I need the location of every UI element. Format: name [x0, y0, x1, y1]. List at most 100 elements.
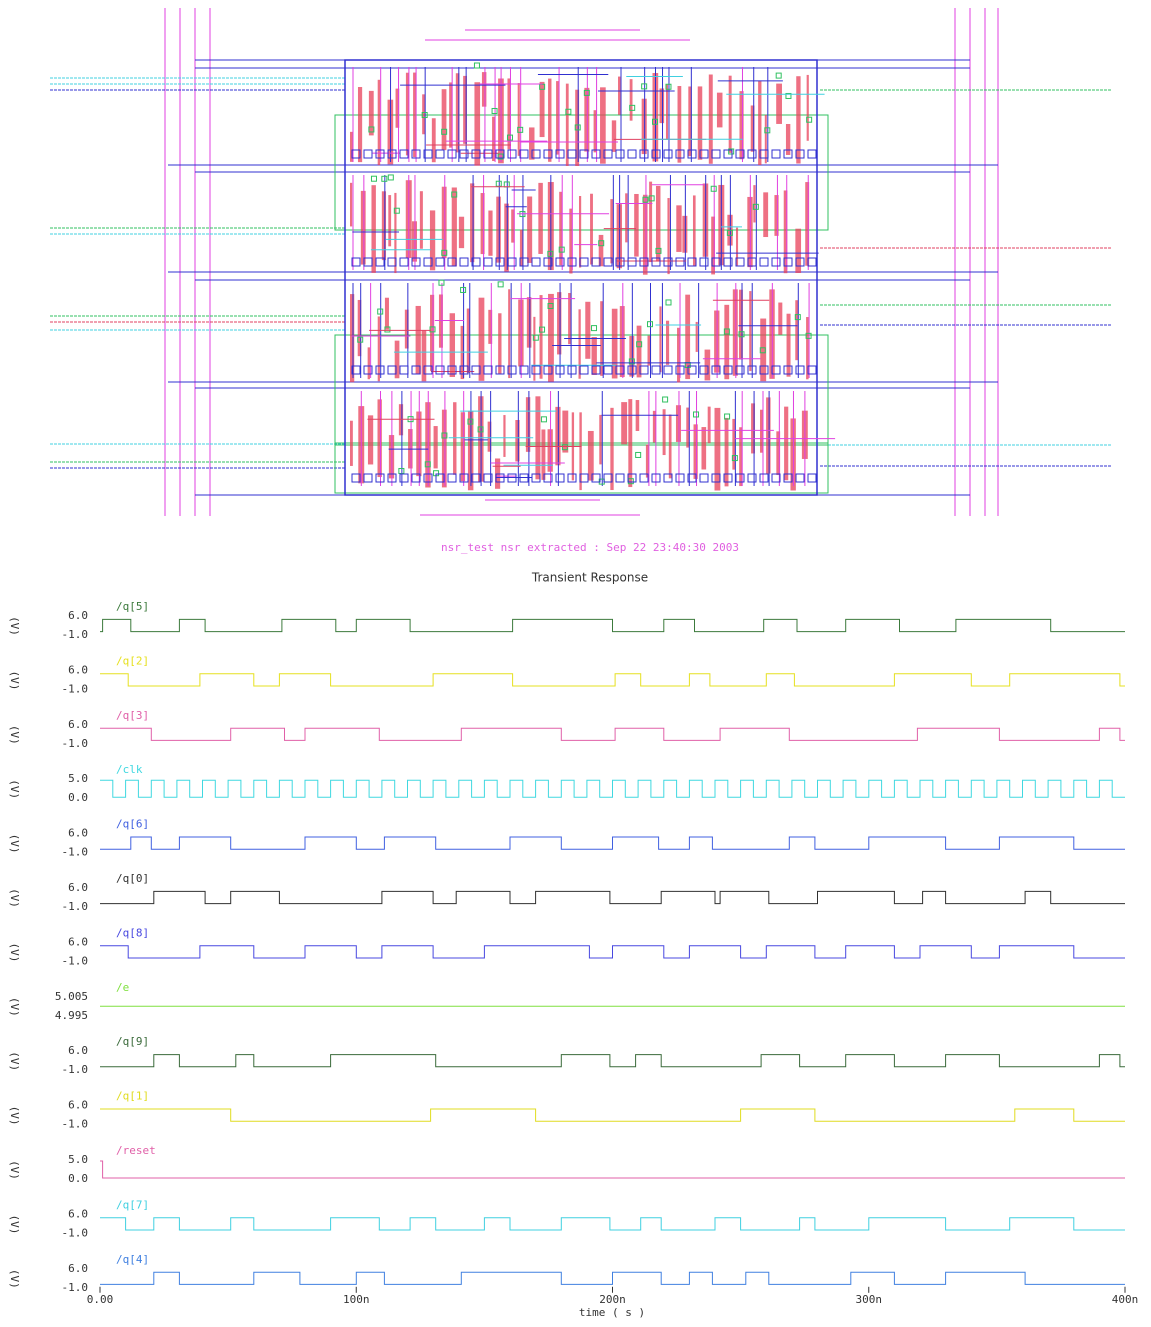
cell-tap — [460, 258, 468, 266]
diffusion — [492, 117, 495, 161]
diffusion — [753, 185, 755, 222]
legend-label: /q[5] — [116, 600, 149, 613]
y-axis-label: (V) — [8, 1269, 21, 1289]
diffusion — [637, 326, 642, 378]
diffusion — [498, 313, 501, 373]
diffusion — [538, 183, 542, 254]
y-tick-label: -1.0 — [62, 682, 89, 695]
y-tick-label: 5.0 — [68, 772, 88, 785]
cell-tap — [436, 150, 444, 158]
legend-label: /q[7] — [116, 1198, 149, 1211]
diffusion — [725, 418, 729, 486]
diffusion — [599, 415, 601, 464]
contact — [666, 300, 671, 305]
diffusion — [461, 412, 465, 481]
waveforms: (V)6.0-1.0/q[5](V)6.0-1.0/q[2](V)6.0-1.0… — [8, 600, 1138, 1319]
diffusion — [479, 298, 485, 381]
diffusion — [535, 396, 540, 479]
y-axis-label: (V) — [8, 1160, 21, 1180]
x-tick-label: 200n — [599, 1293, 626, 1306]
legend-label: /q[0] — [116, 872, 149, 885]
cell-tap — [772, 474, 780, 482]
cell-tap — [532, 366, 540, 374]
legend-label: /q[1] — [116, 1090, 149, 1103]
diffusion — [430, 295, 434, 371]
diffusion — [453, 402, 456, 475]
diffusion — [450, 313, 455, 377]
y-tick-label: -1.0 — [62, 1118, 89, 1131]
x-tick-label: 0.00 — [87, 1293, 114, 1306]
contact — [541, 417, 546, 422]
diffusion — [350, 183, 352, 227]
cell-tap — [520, 474, 528, 482]
diffusion — [649, 182, 652, 262]
cell-tap — [508, 258, 516, 266]
cell-tap — [484, 258, 492, 266]
y-tick-label: 6.0 — [68, 1207, 88, 1220]
diffusion — [430, 210, 435, 270]
cell-tap — [508, 150, 516, 158]
diffusion — [378, 316, 380, 381]
diffusion — [368, 415, 373, 464]
legend-label: /q[2] — [116, 654, 149, 667]
diffusion — [533, 317, 535, 381]
diffusion — [733, 289, 738, 375]
cell-tap — [376, 366, 384, 374]
cell-tap — [568, 150, 576, 158]
cell-tap — [760, 474, 768, 482]
diffusion — [646, 445, 649, 478]
legend-label: /clk — [116, 763, 143, 776]
legend-label: /q[9] — [116, 1035, 149, 1048]
diffusion — [774, 195, 778, 236]
diffusion — [568, 293, 571, 344]
diffusion — [766, 397, 770, 473]
diffusion — [663, 409, 666, 455]
cell-tap — [772, 150, 780, 158]
y-axis-label: (V) — [8, 1214, 21, 1234]
y-tick-label: -1.0 — [62, 628, 89, 641]
cell-tap — [628, 258, 636, 266]
cell-tap — [448, 474, 456, 482]
cell-tap — [628, 150, 636, 158]
waveform — [100, 619, 1125, 631]
diffusion — [527, 196, 532, 262]
y-tick-label: -1.0 — [62, 1063, 89, 1076]
cell-tap — [436, 366, 444, 374]
waveform — [100, 674, 1125, 686]
y-axis-label: (V) — [8, 942, 21, 962]
cell-tap — [520, 150, 528, 158]
legend-label: /q[3] — [116, 709, 149, 722]
diffusion — [621, 402, 627, 444]
y-tick-label: 6.0 — [68, 609, 88, 622]
diffusion — [540, 82, 545, 137]
diffusion — [686, 408, 689, 448]
diffusion — [434, 426, 438, 468]
diffusion — [787, 314, 791, 377]
contact — [388, 175, 393, 180]
diffusion — [467, 309, 470, 374]
diffusion — [765, 115, 767, 163]
diffusion — [701, 427, 706, 469]
cell-tap — [580, 258, 588, 266]
diffusion — [739, 91, 743, 159]
diffusion — [459, 217, 464, 248]
diffusion — [763, 192, 768, 237]
diffusion — [588, 431, 594, 481]
diffusion — [350, 421, 353, 466]
diffusion — [660, 88, 665, 123]
diffusion — [420, 191, 423, 249]
diffusion — [388, 195, 391, 246]
cell-tap — [796, 366, 804, 374]
cell-tap — [400, 258, 408, 266]
diffusion — [666, 85, 668, 140]
waveform — [100, 837, 1125, 849]
waveform — [100, 728, 1125, 740]
legend-label: /reset — [116, 1144, 156, 1157]
contact — [498, 282, 503, 287]
diffusion — [556, 81, 559, 155]
y-axis-label: (V) — [8, 616, 21, 636]
y-tick-label: -1.0 — [62, 737, 89, 750]
chart-title: Transient Response — [531, 571, 648, 585]
page: nsr_test nsr extracted : Sep 22 23:40:30… — [0, 0, 1151, 1327]
waveform — [100, 891, 1125, 903]
